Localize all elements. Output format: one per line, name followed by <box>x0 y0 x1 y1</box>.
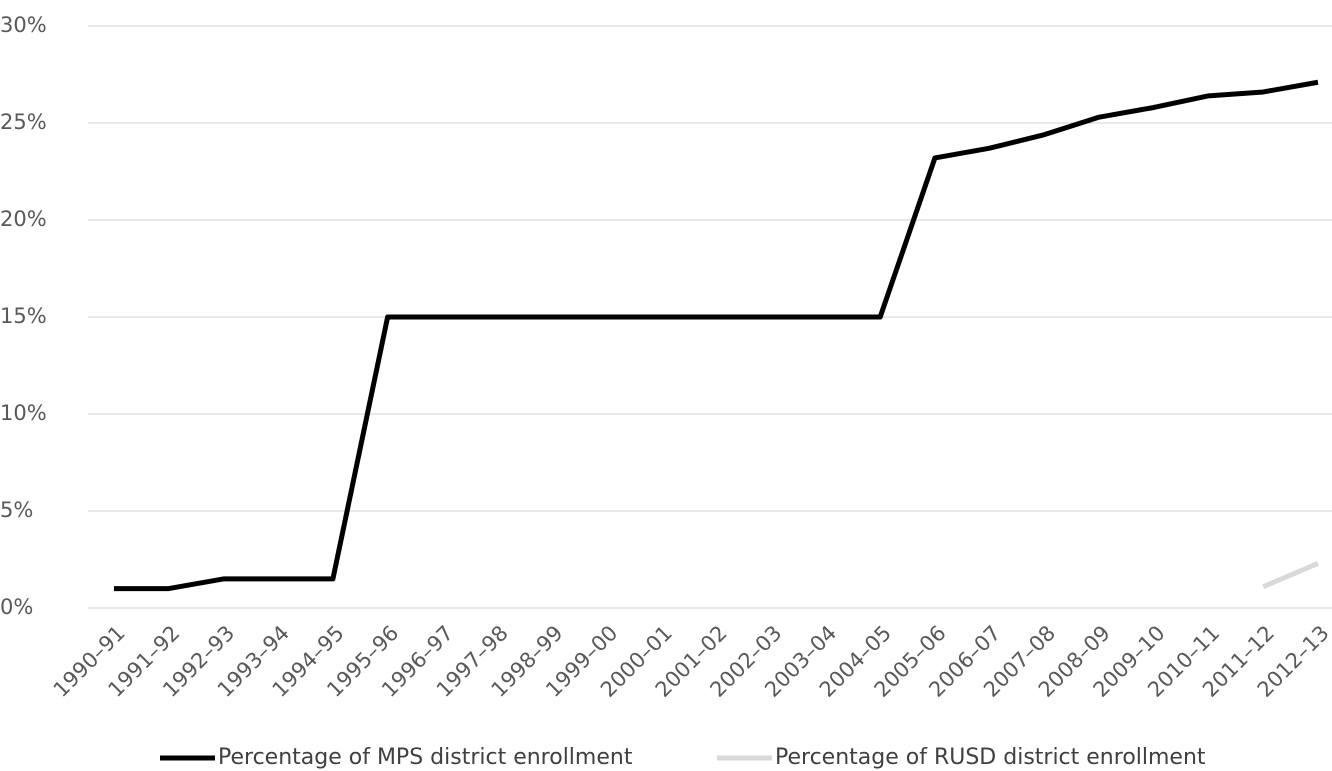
y-tick-label: 15% <box>0 304 47 328</box>
series-line <box>1262 561 1319 589</box>
y-tick-label: 5% <box>0 498 33 522</box>
y-tick-label: 30% <box>0 13 47 37</box>
legend-label: Percentage of RUSD district enrollment <box>775 745 1206 770</box>
y-tick-label: 20% <box>0 207 47 231</box>
y-tick-label: 10% <box>0 401 47 425</box>
legend-label: Percentage of MPS district enrollment <box>218 745 633 770</box>
y-tick-label: 25% <box>0 110 47 134</box>
y-tick-label: 0% <box>0 595 33 619</box>
series-line <box>114 79 1319 592</box>
